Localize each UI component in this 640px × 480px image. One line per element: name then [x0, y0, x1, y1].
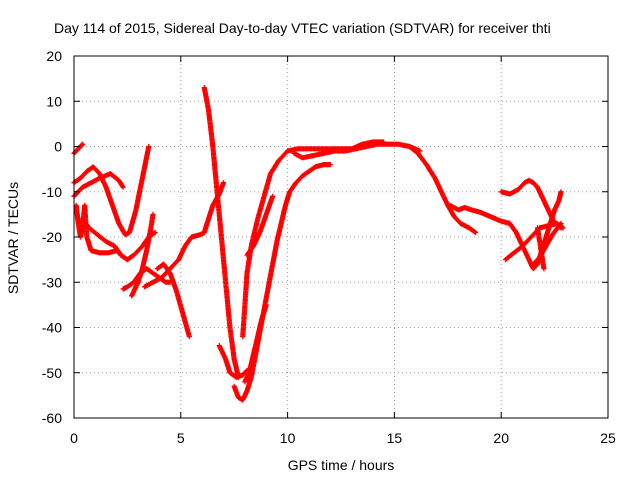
series-arc-20 — [498, 177, 545, 199]
series-arc-15 — [242, 302, 269, 385]
y-tick-label: -20 — [42, 229, 62, 245]
series-arc-9 — [154, 261, 192, 340]
series-arc-12 — [216, 343, 250, 380]
series-arc-7 — [129, 211, 156, 299]
y-axis-label: SDTVAR / TECUs — [5, 182, 21, 294]
x-tick-label: 25 — [600, 430, 616, 446]
x-tick-label: 5 — [177, 430, 185, 446]
series-arc-25 — [534, 225, 547, 272]
series-arc-19 — [447, 202, 513, 226]
y-tick-label: -30 — [42, 274, 62, 290]
ticks-layer: 0 5 10 15 20 25 -60 -50 -40 -30 -20 -10 0 10 20 — [42, 48, 616, 446]
y-tick-label: 0 — [54, 139, 62, 155]
y-tick-label: -40 — [42, 320, 62, 336]
y-tick-label: -50 — [42, 365, 62, 381]
y-tick-label: 20 — [46, 48, 62, 64]
series-arc-16 — [244, 193, 276, 258]
x-tick-label: 10 — [280, 430, 296, 446]
x-tick-label: 0 — [70, 430, 78, 446]
x-tick-label: 15 — [387, 430, 403, 446]
chart-title: Day 114 of 2015, Sidereal Day-to-day VTE… — [54, 20, 551, 36]
series-arc-18 — [406, 143, 479, 236]
x-axis-label: GPS time / hours — [288, 457, 395, 473]
marks-layer — [71, 85, 566, 403]
y-tick-label: -60 — [42, 410, 62, 426]
x-tick-label: 20 — [493, 430, 509, 446]
series-arc-2 — [71, 141, 86, 156]
grid-layer — [74, 56, 608, 418]
y-tick-label: -10 — [42, 184, 62, 200]
series-arc-11 — [201, 85, 242, 380]
y-tick-label: 10 — [46, 93, 62, 109]
